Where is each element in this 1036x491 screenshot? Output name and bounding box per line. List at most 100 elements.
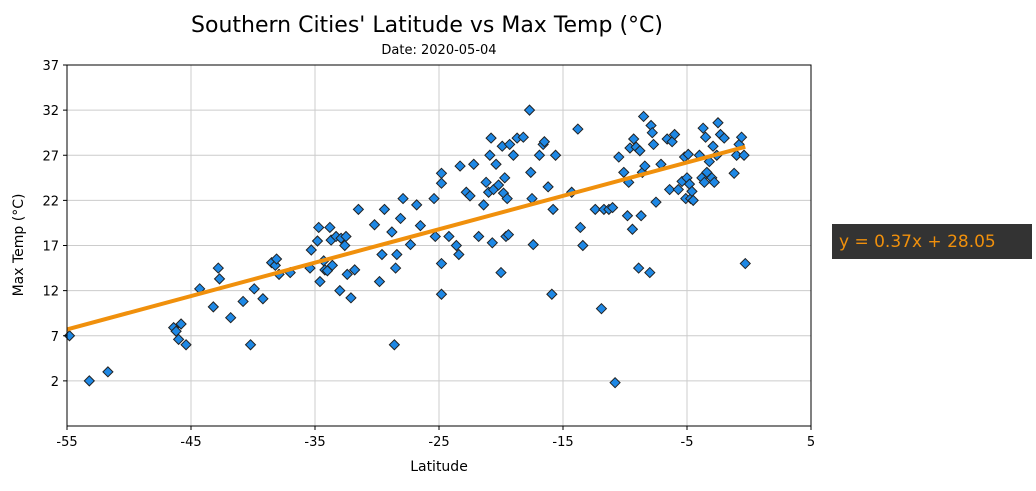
data-point <box>707 140 719 152</box>
data-point <box>517 131 530 143</box>
data-point <box>697 122 709 134</box>
y-tick-label: 7 <box>51 330 59 345</box>
data-point <box>538 136 551 148</box>
data-point <box>348 264 361 276</box>
y-tick-label: 2 <box>51 375 59 390</box>
data-point <box>501 192 513 205</box>
x-axis-ticks: -55 -45 -35 -25 -15 -5 5 <box>56 426 815 450</box>
data-point <box>533 149 546 161</box>
data-point <box>472 230 485 243</box>
data-point <box>464 190 476 202</box>
data-point <box>102 366 114 378</box>
y-tick-label: 17 <box>42 240 59 255</box>
y-axis-label: Max Temp (°C) <box>11 194 27 297</box>
data-point <box>213 273 226 285</box>
data-point <box>237 295 249 308</box>
data-point <box>595 302 608 315</box>
data-point <box>577 239 589 252</box>
data-point <box>428 192 440 205</box>
data-point <box>502 228 515 241</box>
data-point <box>341 268 353 281</box>
data-point <box>503 138 516 151</box>
data-point <box>484 149 496 161</box>
data-point <box>477 199 490 211</box>
data-point <box>730 149 743 161</box>
data-point <box>324 221 336 234</box>
y-tick-label: 37 <box>42 59 59 74</box>
data-point <box>626 223 639 235</box>
data-point <box>394 212 407 225</box>
data-point <box>435 288 448 300</box>
y-tick-label: 27 <box>42 149 59 164</box>
data-point <box>270 253 283 265</box>
data-point <box>647 138 660 151</box>
data-point <box>454 160 466 172</box>
data-point <box>634 145 646 157</box>
data-point <box>739 257 751 270</box>
x-tick-label: -15 <box>552 435 573 450</box>
data-point <box>698 176 711 189</box>
data-point <box>574 221 587 234</box>
data-point <box>404 238 417 251</box>
data-point <box>397 192 409 205</box>
data-point <box>663 183 676 196</box>
data-point <box>414 219 427 232</box>
data-point <box>613 151 625 163</box>
data-point <box>639 160 651 172</box>
data-point <box>485 132 497 144</box>
data-point <box>313 221 325 234</box>
data-point <box>305 244 317 256</box>
data-point <box>525 166 537 179</box>
data-point <box>523 104 536 116</box>
data-point <box>687 194 699 207</box>
data-point <box>712 117 724 129</box>
y-tick-label: 22 <box>42 194 59 209</box>
data-point <box>326 259 339 272</box>
data-point <box>542 181 554 193</box>
data-point <box>490 158 502 170</box>
data-point <box>340 230 352 243</box>
data-point <box>546 288 558 300</box>
data-point <box>450 239 463 252</box>
data-point <box>378 203 391 216</box>
data-point <box>547 203 559 216</box>
data-point <box>646 126 658 139</box>
data-point <box>352 203 365 216</box>
data-point <box>495 266 507 279</box>
regression-line <box>66 144 746 332</box>
data-point <box>435 177 448 189</box>
data-point <box>175 318 187 330</box>
data-point <box>373 275 386 288</box>
data-point <box>728 167 740 180</box>
data-point <box>527 238 539 251</box>
x-tick-label: -35 <box>304 435 325 450</box>
y-tick-label: 32 <box>42 104 59 119</box>
data-point <box>311 235 324 247</box>
regression-equation-box: y = 0.37x + 28.05 <box>832 224 1032 259</box>
chart-title: Southern Cities' Latitude vs Max Temp (°… <box>191 13 663 38</box>
data-point <box>172 333 185 346</box>
data-point <box>549 149 562 161</box>
data-point <box>429 230 441 243</box>
data-point <box>244 339 257 351</box>
data-point <box>682 148 694 161</box>
data-point <box>453 248 465 261</box>
data-point <box>248 283 260 295</box>
data-point <box>314 275 326 288</box>
data-point <box>672 183 685 196</box>
data-point <box>391 248 403 261</box>
data-point <box>480 176 492 189</box>
data-point <box>735 131 748 143</box>
data-point <box>650 196 662 208</box>
data-point <box>435 167 448 180</box>
data-point <box>632 262 645 274</box>
data-point <box>368 219 381 231</box>
data-point <box>589 203 601 216</box>
data-point <box>718 132 730 144</box>
data-point <box>499 172 511 184</box>
data-point <box>637 110 650 123</box>
data-point <box>180 339 192 351</box>
x-tick-label: -25 <box>428 435 449 450</box>
